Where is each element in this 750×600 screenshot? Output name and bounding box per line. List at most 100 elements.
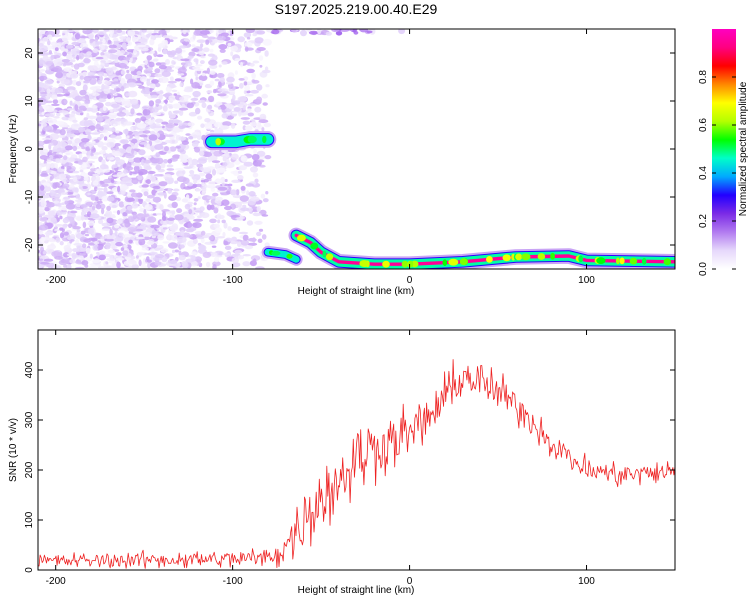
heatmap-cell: [259, 113, 267, 121]
heatmap-cell: [256, 96, 263, 103]
heatmap-cell: [45, 66, 50, 71]
heatmap-cell: [130, 98, 139, 105]
heatmap-cell: [188, 209, 193, 214]
snr-x-ticks: -200 -100 0 100: [46, 330, 595, 587]
heatmap-y-axis-label: Frequency (Hz): [8, 115, 19, 184]
heatmap-cell: [237, 241, 242, 248]
heatmap-cell: [75, 81, 82, 87]
heatmap-cell: [127, 252, 132, 259]
heatmap-cell: [170, 119, 180, 124]
heatmap-cell: [220, 154, 228, 158]
heatmap-cell: [84, 100, 91, 105]
heatmap-cell: [63, 67, 73, 72]
heatmap-cell: [72, 79, 77, 86]
heatmap-cell: [118, 74, 122, 81]
heatmap-cell: [99, 250, 106, 255]
heatmap-cell: [41, 111, 45, 116]
heatmap-cell: [69, 113, 76, 119]
heatmap-cell: [138, 205, 143, 209]
heatmap-cell: [178, 109, 184, 116]
heatmap-cell: [154, 82, 161, 88]
heatmap-cell: [109, 119, 120, 127]
heatmap-cell: [154, 68, 161, 74]
colorbar-tick-label: 0.0: [698, 262, 709, 276]
heatmap-cell: [110, 134, 116, 139]
heatmap-cell: [96, 115, 104, 122]
heatmap-ridge-blob: [382, 260, 390, 268]
heatmap-cell: [243, 81, 248, 86]
heatmap-cell: [261, 127, 265, 132]
heatmap-cell: [217, 106, 222, 110]
heatmap-cell: [143, 244, 148, 248]
heatmap-cell: [95, 56, 104, 60]
heatmap-cell: [54, 193, 62, 198]
heatmap-ridge-blob: [596, 257, 606, 264]
heatmap-cell: [161, 121, 169, 125]
heatmap-cell: [83, 144, 87, 148]
heatmap-cell: [109, 142, 114, 147]
heatmap-cell: [122, 250, 129, 256]
snr-y-ticks: 0 100 200 300 400: [24, 361, 675, 573]
heatmap-cell: [146, 33, 151, 38]
heatmap-cell: [47, 210, 56, 216]
heatmap-cell: [213, 207, 219, 214]
heatmap-cell: [87, 194, 97, 198]
heatmap-cell: [103, 136, 108, 141]
heatmap-cell: [74, 222, 78, 226]
heatmap-cell: [66, 166, 72, 170]
heatmap-cell: [126, 69, 130, 74]
heatmap-cell: [44, 79, 54, 85]
heatmap-cell: [193, 58, 199, 63]
heatmap-cell: [218, 64, 222, 68]
heatmap-cell: [40, 246, 44, 253]
heatmap-cell: [69, 100, 73, 106]
heatmap-cell: [181, 49, 186, 53]
heatmap-cell: [131, 177, 139, 185]
heatmap-cell: [206, 204, 212, 211]
heatmap-cell: [105, 261, 109, 265]
heatmap-cell: [159, 174, 164, 177]
heatmap-cell: [122, 30, 126, 35]
heatmap-cell: [246, 220, 254, 226]
heatmap-cell: [148, 134, 158, 141]
heatmap-cell: [96, 187, 104, 191]
heatmap-cell: [134, 196, 139, 203]
heatmap-cell: [100, 52, 105, 56]
heatmap-cell: [200, 230, 206, 236]
heatmap-cell: [206, 67, 211, 75]
heatmap-cell: [195, 64, 203, 67]
heatmap-cell: [197, 196, 201, 200]
heatmap-cell: [78, 252, 86, 256]
heatmap-cell: [125, 162, 132, 169]
heatmap-cell: [116, 111, 127, 117]
heatmap-cell: [83, 120, 90, 127]
heatmap-cell: [107, 127, 116, 132]
heatmap-cell: [258, 228, 264, 232]
heatmap-cell: [39, 258, 44, 261]
heatmap-ridge-blob: [262, 135, 267, 144]
heatmap-cell: [53, 200, 60, 204]
heatmap-cell: [258, 119, 269, 124]
heatmap-cell: [183, 186, 193, 190]
heatmap-cell: [140, 76, 147, 83]
heatmap-cell: [202, 151, 213, 158]
heatmap-cell: [250, 166, 258, 173]
heatmap-cell: [245, 29, 255, 34]
heatmap-cell: [167, 217, 176, 221]
heatmap-cell: [99, 133, 104, 139]
heatmap-cell: [72, 176, 78, 183]
heatmap-cell: [216, 73, 225, 78]
heatmap-cell: [261, 234, 267, 240]
heatmap-cell: [185, 133, 191, 136]
heatmap-cell: [141, 47, 149, 52]
heatmap-cell: [105, 101, 112, 107]
heatmap-cell: [49, 133, 60, 140]
heatmap-y-ticks: -20 -10 0 10 20: [24, 47, 675, 252]
heatmap-cell: [39, 69, 46, 72]
heatmap-cell: [168, 105, 174, 109]
heatmap-x-tick-label: 100: [578, 275, 595, 286]
heatmap-cell: [238, 110, 242, 117]
heatmap-cell: [223, 240, 229, 246]
heatmap-cell: [190, 172, 195, 177]
heatmap-cell: [102, 116, 110, 120]
